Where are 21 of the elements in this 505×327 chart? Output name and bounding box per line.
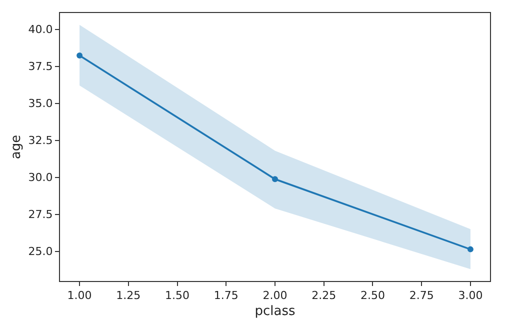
- point: [467, 246, 474, 252]
- y-tick-label: 37.5: [28, 60, 53, 74]
- y-tick-label: 32.5: [28, 134, 53, 148]
- x-tick-label: 1.00: [67, 289, 92, 302]
- y-tick-label: 30.0: [28, 171, 53, 184]
- y-tick-label: 27.5: [28, 208, 53, 222]
- x-tick-label: 2.75: [409, 289, 434, 302]
- point: [76, 52, 83, 58]
- point: [272, 176, 278, 182]
- y-tick-label: 25.0: [28, 245, 53, 258]
- x-tick-label: 1.50: [165, 289, 190, 302]
- x-tick-label: 3.00: [458, 289, 483, 302]
- y-tick-label: 35.0: [28, 97, 53, 110]
- x-tick-label: 2.50: [360, 289, 385, 302]
- x-tick-label: 2.25: [312, 289, 336, 302]
- x-tick-label: 2.00: [262, 289, 288, 302]
- y-tick-label: 40.0: [28, 23, 53, 36]
- y-axis-title: age: [9, 134, 24, 160]
- x-axis-title: pclass: [254, 304, 296, 319]
- x-tick-label: 1.25: [116, 289, 141, 302]
- x-tick-label: 1.75: [214, 289, 238, 302]
